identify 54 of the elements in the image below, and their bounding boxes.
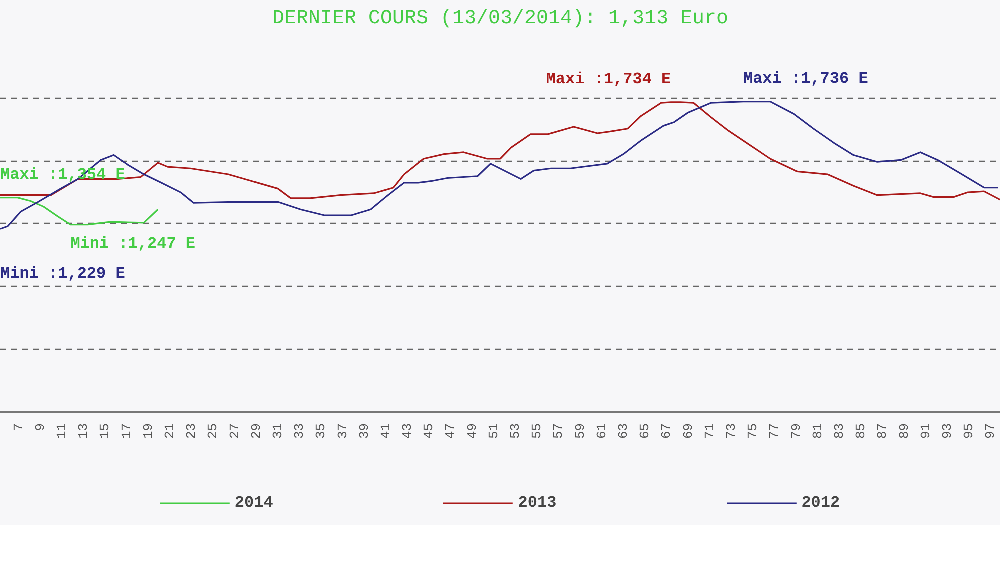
chart-title: DERNIER COURS (13/03/2014): 1,313 Euro: [272, 8, 729, 30]
x-tick-label: 83: [832, 423, 848, 440]
x-tick-label: 23: [184, 423, 200, 440]
x-tick-label: 19: [140, 423, 156, 440]
x-tick-label: 47: [443, 423, 458, 440]
x-tick-label: 65: [638, 423, 653, 440]
x-tick-label: 81: [810, 423, 826, 440]
x-tick-label: 39: [356, 423, 372, 440]
x-tick-label: 75: [746, 423, 761, 440]
x-tick-label: 55: [530, 423, 545, 440]
x-tick-label: 37: [335, 423, 350, 440]
legend-label: 2014: [234, 494, 274, 512]
x-tick-label: 79: [788, 423, 804, 440]
annotation: Mini :1,229 E: [0, 265, 126, 284]
x-tick-label: 45: [422, 423, 437, 440]
x-tick-label: 49: [464, 423, 480, 440]
x-tick-label: 43: [400, 423, 416, 440]
x-tick-label: 71: [702, 423, 718, 440]
legend-label: 2013: [518, 494, 557, 512]
x-tick-label: 93: [940, 423, 956, 440]
annotation: Mini :1,247 E: [70, 234, 196, 253]
x-tick-label: 77: [767, 423, 782, 440]
legend-label: 2012: [802, 494, 840, 512]
x-tick-label: 13: [76, 423, 92, 440]
x-tick-label: 57: [551, 423, 566, 440]
x-tick-label: 15: [98, 423, 113, 440]
x-tick-label: 89: [896, 423, 912, 440]
x-tick-label: 21: [162, 423, 178, 440]
x-tick-label: 11: [54, 423, 70, 440]
x-tick-label: 73: [724, 423, 740, 440]
x-tick-label: 53: [508, 423, 524, 440]
annotation: Maxi :1,734 E: [546, 70, 672, 88]
x-tick-label: 51: [486, 423, 502, 440]
x-tick-label: 7: [11, 423, 26, 432]
x-tick-label: 33: [292, 423, 308, 440]
x-tick-label: 87: [875, 423, 890, 440]
x-tick-label: 17: [119, 423, 134, 440]
x-tick-label: 27: [227, 423, 242, 440]
x-tick-label: 91: [918, 423, 934, 440]
x-tick-label: 41: [378, 423, 394, 440]
x-tick-label: 97: [983, 423, 998, 440]
x-tick-label: 31: [270, 423, 286, 440]
x-tick-label: 67: [659, 423, 674, 440]
annotation: Maxi :1,736 E: [743, 70, 868, 88]
x-tick-label: 25: [206, 423, 221, 440]
x-tick-label: 35: [314, 423, 329, 440]
x-tick-label: 63: [616, 423, 632, 440]
x-tick-label: 9: [32, 423, 48, 432]
x-tick-label: 69: [680, 423, 696, 440]
x-tick-label: 29: [248, 423, 264, 440]
x-tick-label: 85: [854, 423, 869, 440]
x-tick-label: 59: [572, 423, 588, 440]
x-tick-label: 61: [594, 423, 610, 440]
x-tick-label: 95: [962, 423, 977, 440]
